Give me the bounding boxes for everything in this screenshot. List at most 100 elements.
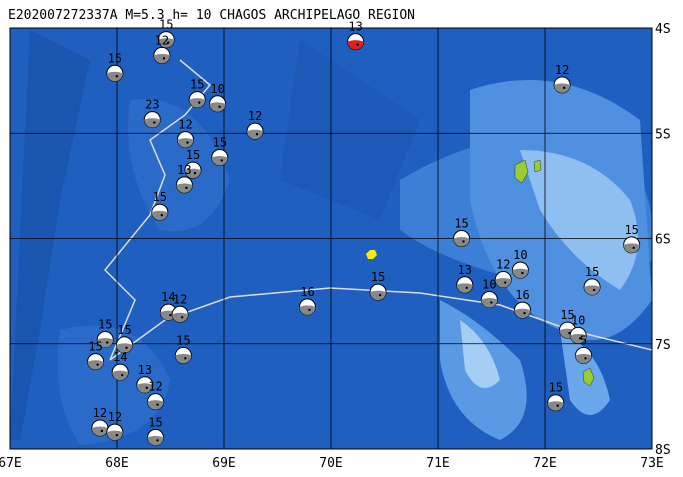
focal-mechanism: 23 bbox=[143, 98, 161, 129]
p-axis bbox=[220, 159, 223, 162]
p-axis bbox=[184, 357, 187, 360]
beachball-quadrant bbox=[189, 98, 206, 108]
depth-label: 15 bbox=[148, 415, 162, 429]
p-axis bbox=[562, 86, 566, 90]
p-axis bbox=[592, 288, 596, 292]
p-axis bbox=[356, 43, 359, 46]
p-axis bbox=[308, 308, 311, 312]
focal-mechanism: 16 bbox=[298, 285, 316, 316]
depth-label: 15 bbox=[176, 333, 190, 347]
depth-label: 15 bbox=[190, 78, 204, 92]
focal-mechanism: 13 bbox=[175, 163, 193, 194]
focal-mechanism: 13 bbox=[456, 263, 474, 294]
depth-label: 12 bbox=[496, 258, 510, 272]
beachball-quadrant bbox=[512, 268, 529, 279]
depth-label: 16 bbox=[300, 285, 314, 299]
focal-mechanism: 14 bbox=[159, 290, 177, 321]
p-axis bbox=[462, 240, 465, 243]
beachball-quadrant bbox=[481, 298, 498, 308]
beachball-quadrant bbox=[97, 338, 114, 348]
beachball-quadrant bbox=[211, 155, 228, 166]
p-axis bbox=[167, 41, 170, 44]
focal-mechanism: 10 bbox=[480, 278, 498, 309]
depth-label: 15 bbox=[548, 381, 562, 395]
x-label: 72E bbox=[533, 456, 556, 471]
p-axis bbox=[632, 246, 635, 250]
depth-label: 15 bbox=[371, 270, 385, 284]
beachball-quadrant bbox=[370, 290, 387, 301]
depth-label: 13 bbox=[138, 363, 152, 377]
p-axis bbox=[180, 316, 184, 319]
depth-label: 13 bbox=[177, 163, 191, 177]
depth-label: 15 bbox=[98, 318, 112, 332]
depth-label: 15 bbox=[585, 265, 599, 279]
y-label: 6S bbox=[655, 233, 671, 248]
beachball-quadrant bbox=[209, 102, 226, 112]
focal-mechanism: 12 bbox=[147, 380, 165, 411]
beachball-quadrant bbox=[184, 168, 201, 179]
focal-mechanism: 16 bbox=[514, 288, 532, 319]
depth-label: 10 bbox=[482, 278, 496, 292]
p-axis bbox=[106, 341, 109, 344]
beachball-quadrant bbox=[175, 353, 192, 364]
focal-mechanism: 10 bbox=[209, 82, 227, 113]
depth-label: 12 bbox=[173, 292, 187, 306]
beachball-quadrant bbox=[112, 370, 129, 381]
p-axis bbox=[556, 404, 559, 407]
depth-label: 14 bbox=[161, 290, 175, 304]
depth-label: 5 bbox=[580, 333, 587, 347]
beachball-quadrant bbox=[144, 118, 161, 128]
depth-label: 16 bbox=[515, 288, 529, 302]
focal-mechanism: 12 bbox=[553, 63, 571, 94]
focal-mechanism: 15 bbox=[623, 223, 641, 254]
p-axis bbox=[490, 301, 493, 304]
p-axis bbox=[156, 439, 159, 442]
focal-mechanism: 15 bbox=[174, 333, 192, 364]
beachball-quadrant bbox=[495, 278, 512, 288]
beachball-quadrant bbox=[158, 38, 175, 48]
focal-mechanism: 12 bbox=[171, 292, 189, 323]
depth-label: 15 bbox=[560, 308, 574, 322]
depth-label: 14 bbox=[113, 350, 127, 364]
focal-mechanism: 12 bbox=[494, 258, 512, 289]
x-label: 73E bbox=[640, 456, 663, 471]
x-label: 71E bbox=[426, 456, 449, 471]
depth-label: 12 bbox=[178, 118, 192, 132]
depth-label: 15 bbox=[454, 217, 468, 231]
beachball-quadrant bbox=[136, 383, 153, 393]
x-label: 68E bbox=[105, 456, 128, 471]
p-axis bbox=[255, 132, 259, 136]
beachball-quadrant bbox=[247, 129, 264, 140]
focal-mechanism: 10 bbox=[511, 248, 529, 279]
focal-mechanism: 12 bbox=[153, 33, 171, 64]
p-axis bbox=[153, 121, 156, 124]
depth-label: 13 bbox=[458, 263, 472, 277]
beachball-quadrant bbox=[623, 243, 640, 253]
map-title: E202007272337A M=5.3 h= 10 CHAGOS ARCHIP… bbox=[8, 8, 415, 23]
focal-mechanism: 15 bbox=[151, 190, 169, 221]
depth-label: 10 bbox=[571, 313, 585, 327]
focal-mechanism: 12 bbox=[91, 406, 109, 437]
focal-mechanism: 13 bbox=[136, 363, 154, 394]
beachball-quadrant bbox=[584, 285, 601, 295]
p-axis bbox=[156, 403, 159, 406]
beachball-quadrant bbox=[570, 333, 587, 344]
map-frame bbox=[9, 27, 653, 450]
depth-label: 12 bbox=[148, 380, 162, 394]
p-axis bbox=[185, 186, 188, 190]
beachball-quadrant bbox=[547, 401, 564, 411]
p-axis bbox=[218, 105, 221, 108]
depth-label: 23 bbox=[145, 98, 159, 112]
x-label: 69E bbox=[212, 456, 235, 471]
focal-mechanism: 15 bbox=[583, 265, 601, 296]
p-axis bbox=[578, 337, 582, 340]
focal-mechanism: 15 bbox=[547, 381, 565, 412]
p-axis bbox=[584, 357, 587, 360]
y-label: 5S bbox=[655, 127, 671, 142]
depth-label: 12 bbox=[248, 109, 262, 123]
beachball-quadrant bbox=[91, 426, 108, 436]
depth-label: 10 bbox=[210, 82, 224, 96]
p-axis bbox=[193, 171, 197, 175]
focal-mechanism: 15 bbox=[115, 323, 133, 354]
